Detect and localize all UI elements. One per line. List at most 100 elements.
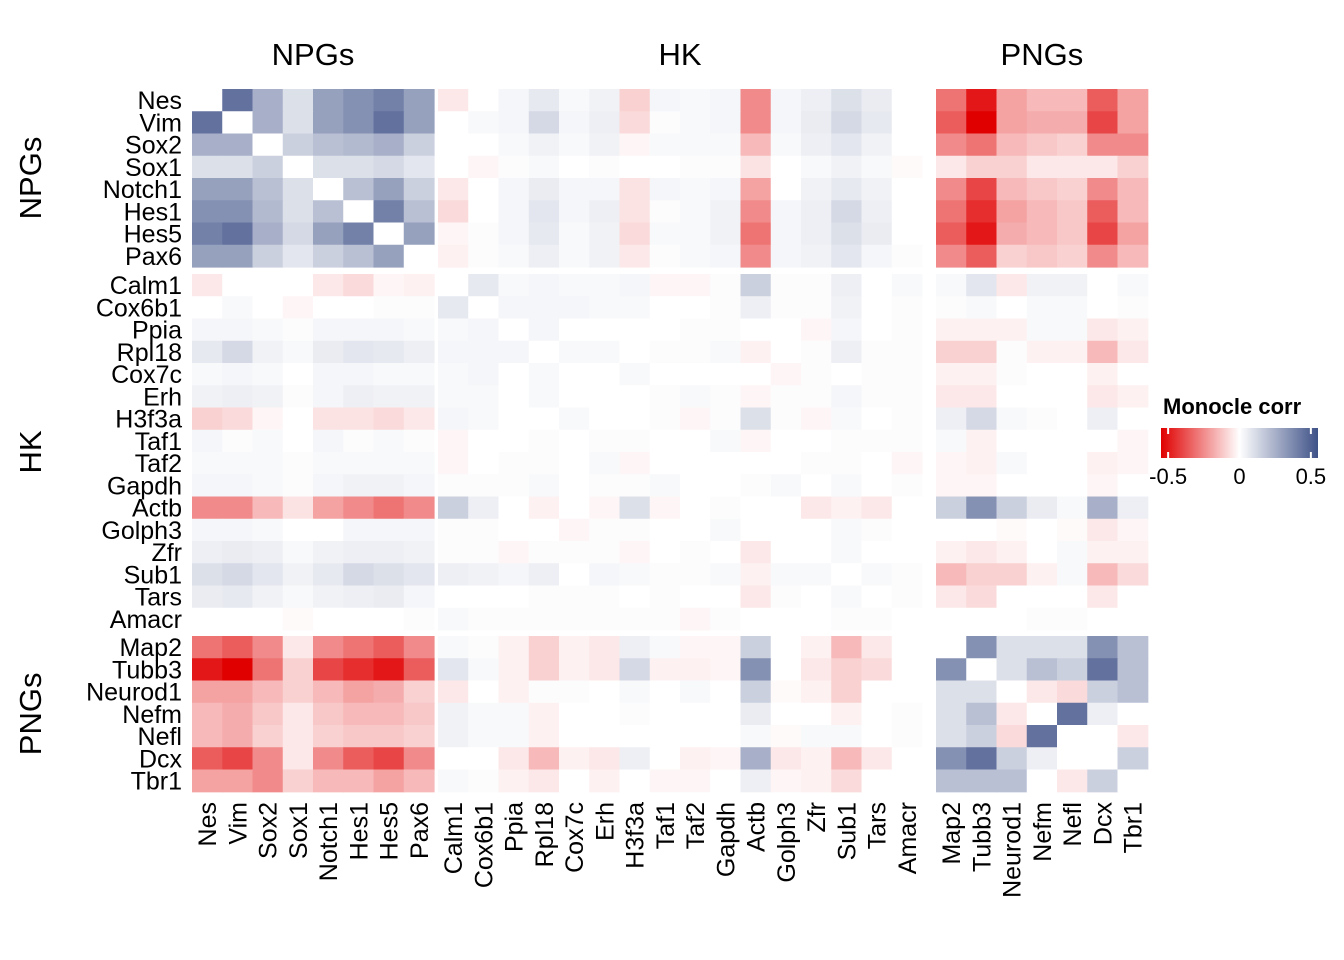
heatmap-cell-Nefm-Sox2	[252, 702, 284, 726]
heatmap-cell-Actb-Dcx	[1087, 496, 1119, 520]
heatmap-cell-Calm1-Neurod1	[996, 274, 1028, 297]
heatmap-cell-Nefm-Nefm	[1026, 702, 1058, 726]
heatmap-cell-Cox6b1-Sub1	[831, 296, 863, 320]
heatmap-cell-Pax6-Hes5	[373, 244, 405, 268]
heatmap-cell-Rpl18-Sub1	[831, 340, 863, 364]
heatmap-cell-Map2-Nefm	[1026, 636, 1058, 659]
heatmap-cell-Dcx-Golph3	[770, 747, 802, 771]
heatmap-cell-Gapdh-Cox7c	[559, 474, 590, 498]
heatmap-cell-H3f3a-Tubb3	[966, 407, 998, 431]
heatmap-cell-Nes-Taf1	[649, 89, 681, 112]
heatmap-cell-Erh-Rpl18	[528, 385, 560, 409]
heatmap-cell-Zfr-Hes5	[373, 541, 405, 564]
heatmap-cell-Taf2-Cox7c	[559, 452, 590, 475]
heatmap-cell-Taf1-Pax6	[403, 429, 435, 453]
heatmap-cell-Erh-Amacr	[891, 385, 923, 409]
heatmap-cell-Cox7c-Cox6b1	[468, 363, 500, 386]
heatmap-cell-Vim-Vim	[222, 111, 254, 135]
heatmap-cell-Nes-Dcx	[1087, 89, 1119, 112]
column-label-Neurod1: Neurod1	[999, 802, 1027, 898]
heatmap-cell-Amacr-Nes	[192, 607, 223, 631]
heatmap-cell-Taf2-Tubb3	[966, 452, 998, 475]
heatmap-cell-Dcx-H3f3a	[619, 747, 651, 771]
heatmap-cell-Nefl-Ppia	[498, 725, 530, 748]
heatmap-cell-Dcx-Ppia	[498, 747, 530, 771]
heatmap-cell-Nefl-Zfr	[801, 725, 832, 748]
heatmap-cell-Map2-Ppia	[498, 636, 530, 659]
heatmap-cell-Tubb3-Pax6	[403, 658, 435, 682]
heatmap-cell-Gapdh-Ppia	[498, 474, 530, 498]
heatmap-cell-Sub1-Dcx	[1087, 563, 1119, 587]
heatmap-cell-Sox1-Ppia	[498, 155, 530, 179]
heatmap-cell-Tars-Taf2	[680, 585, 711, 609]
heatmap-cell-Ppia-Map2	[936, 318, 967, 342]
heatmap-cell-Nes-Zfr	[801, 89, 832, 112]
heatmap-cell-Pax6-Sub1	[831, 244, 863, 268]
heatmap-cell-Zfr-Notch1	[313, 541, 344, 564]
heatmap-cell-Golph3-Tbr1	[1117, 518, 1149, 542]
heatmap-cell-Tubb3-Taf1	[649, 658, 681, 682]
heatmap-cell-Tars-Zfr	[801, 585, 832, 609]
heatmap-cell-Actb-Cox7c	[559, 496, 590, 520]
column-label-Hes1: Hes1	[345, 802, 373, 860]
heatmap-cell-Taf1-Sub1	[831, 429, 863, 453]
heatmap-cell-Gapdh-Taf1	[649, 474, 681, 498]
heatmap-cell-Calm1-Calm1	[438, 274, 469, 297]
heatmap-cell-Neurod1-Tbr1	[1117, 680, 1149, 704]
heatmap-cell-Sox2-Dcx	[1087, 133, 1119, 157]
heatmap-cell-Actb-Rpl18	[528, 496, 560, 520]
heatmap-cell-Map2-Nefl	[1057, 636, 1088, 659]
heatmap-cell-Sox1-H3f3a	[619, 155, 651, 179]
heatmap-cell-Neurod1-Dcx	[1087, 680, 1119, 704]
heatmap-cell-Zfr-Sub1	[831, 541, 863, 564]
heatmap-cell-Cox6b1-Tbr1	[1117, 296, 1149, 320]
heatmap-cell-Taf1-Hes5	[373, 429, 405, 453]
heatmap-cell-Actb-Erh	[589, 496, 621, 520]
heatmap-cell-H3f3a-Cox6b1	[468, 407, 500, 431]
heatmap-cell-Neurod1-Amacr	[891, 680, 923, 704]
heatmap-cell-Taf1-Rpl18	[528, 429, 560, 453]
heatmap-cell-Taf2-Nefm	[1026, 452, 1058, 475]
heatmap-cell-Tubb3-Rpl18	[528, 658, 560, 682]
heatmap-cell-Sox1-Pax6	[403, 155, 435, 179]
heatmap-cell-Sox2-Golph3	[770, 133, 802, 157]
heatmap-cell-Erh-Gapdh	[710, 385, 742, 409]
heatmap-cell-Zfr-Tubb3	[966, 541, 998, 564]
heatmap-cell-Calm1-Taf1	[649, 274, 681, 297]
heatmap-cell-Sox2-Gapdh	[710, 133, 742, 157]
heatmap-cell-Sox1-Golph3	[770, 155, 802, 179]
heatmap-cell-Sox1-Nefl	[1057, 155, 1088, 179]
heatmap-cell-Gapdh-Amacr	[891, 474, 923, 498]
heatmap-cell-Taf1-Zfr	[801, 429, 832, 453]
heatmap-cell-Neurod1-Taf1	[649, 680, 681, 704]
heatmap-cell-Pax6-Notch1	[313, 244, 344, 268]
heatmap-cell-Cox7c-Dcx	[1087, 363, 1119, 386]
heatmap-cell-H3f3a-Ppia	[498, 407, 530, 431]
heatmap-cell-Actb-Map2	[936, 496, 967, 520]
heatmap-cell-Dcx-Sox2	[252, 747, 284, 771]
heatmap-cell-Hes5-Sox1	[282, 222, 314, 246]
heatmap-cell-Calm1-Tbr1	[1117, 274, 1149, 297]
heatmap-cell-Taf2-Cox6b1	[468, 452, 500, 475]
heatmap-cell-Golph3-Golph3	[770, 518, 802, 542]
heatmap-cell-Neurod1-Zfr	[801, 680, 832, 704]
heatmap-cell-Nefm-Sox1	[282, 702, 314, 726]
heatmap-cell-Hes1-Nefl	[1057, 200, 1088, 224]
heatmap-cell-Nefl-H3f3a	[619, 725, 651, 748]
heatmap-cell-Tubb3-Tars	[861, 658, 893, 682]
heatmap-cell-Calm1-Rpl18	[528, 274, 560, 297]
heatmap-cell-Tbr1-Taf2	[680, 769, 711, 793]
heatmap-cell-H3f3a-Actb	[740, 407, 772, 431]
heatmap-cell-Tubb3-Actb	[740, 658, 772, 682]
heatmap-cell-Rpl18-Cox7c	[559, 340, 590, 364]
heatmap-cell-Rpl18-Tbr1	[1117, 340, 1149, 364]
heatmap-cell-Taf2-H3f3a	[619, 452, 651, 475]
heatmap-cell-Neurod1-Ppia	[498, 680, 530, 704]
heatmap-cell-Ppia-Sox2	[252, 318, 284, 342]
heatmap-cell-Sox2-Cox6b1	[468, 133, 500, 157]
color-legend: Monocle corr -0.5 0 0.5	[1149, 394, 1326, 489]
heatmap-cell-Hes1-Sub1	[831, 200, 863, 224]
heatmap-cell-Gapdh-Rpl18	[528, 474, 560, 498]
legend-title: Monocle corr	[1163, 394, 1302, 419]
heatmap-cell-Cox7c-Vim	[222, 363, 254, 386]
